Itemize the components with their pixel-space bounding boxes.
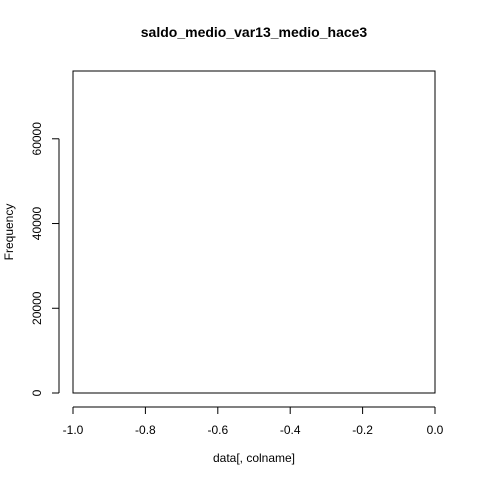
chart-title: saldo_medio_var13_medio_hace3 [141,24,368,40]
x-tick-label: -0.4 [280,423,301,437]
y-axis: 0 20000 40000 60000 [30,122,60,396]
y-tick-label: 20000 [30,291,44,325]
y-tick-label: 0 [30,389,44,396]
plot-frame [72,70,436,394]
x-axis-label: data[, colname] [213,451,295,465]
y-axis-label: Frequency [2,204,16,261]
x-tick-label: -0.6 [207,423,228,437]
x-tick-label: -0.2 [352,423,373,437]
x-tick-label: -1.0 [63,423,84,437]
x-tick-label: -0.8 [135,423,156,437]
x-axis: -1.0 -0.8 -0.6 -0.4 -0.2 0.0 [63,406,444,437]
y-tick-label: 40000 [30,207,44,241]
y-tick-label: 60000 [30,122,44,156]
x-tick-label: 0.0 [427,423,444,437]
